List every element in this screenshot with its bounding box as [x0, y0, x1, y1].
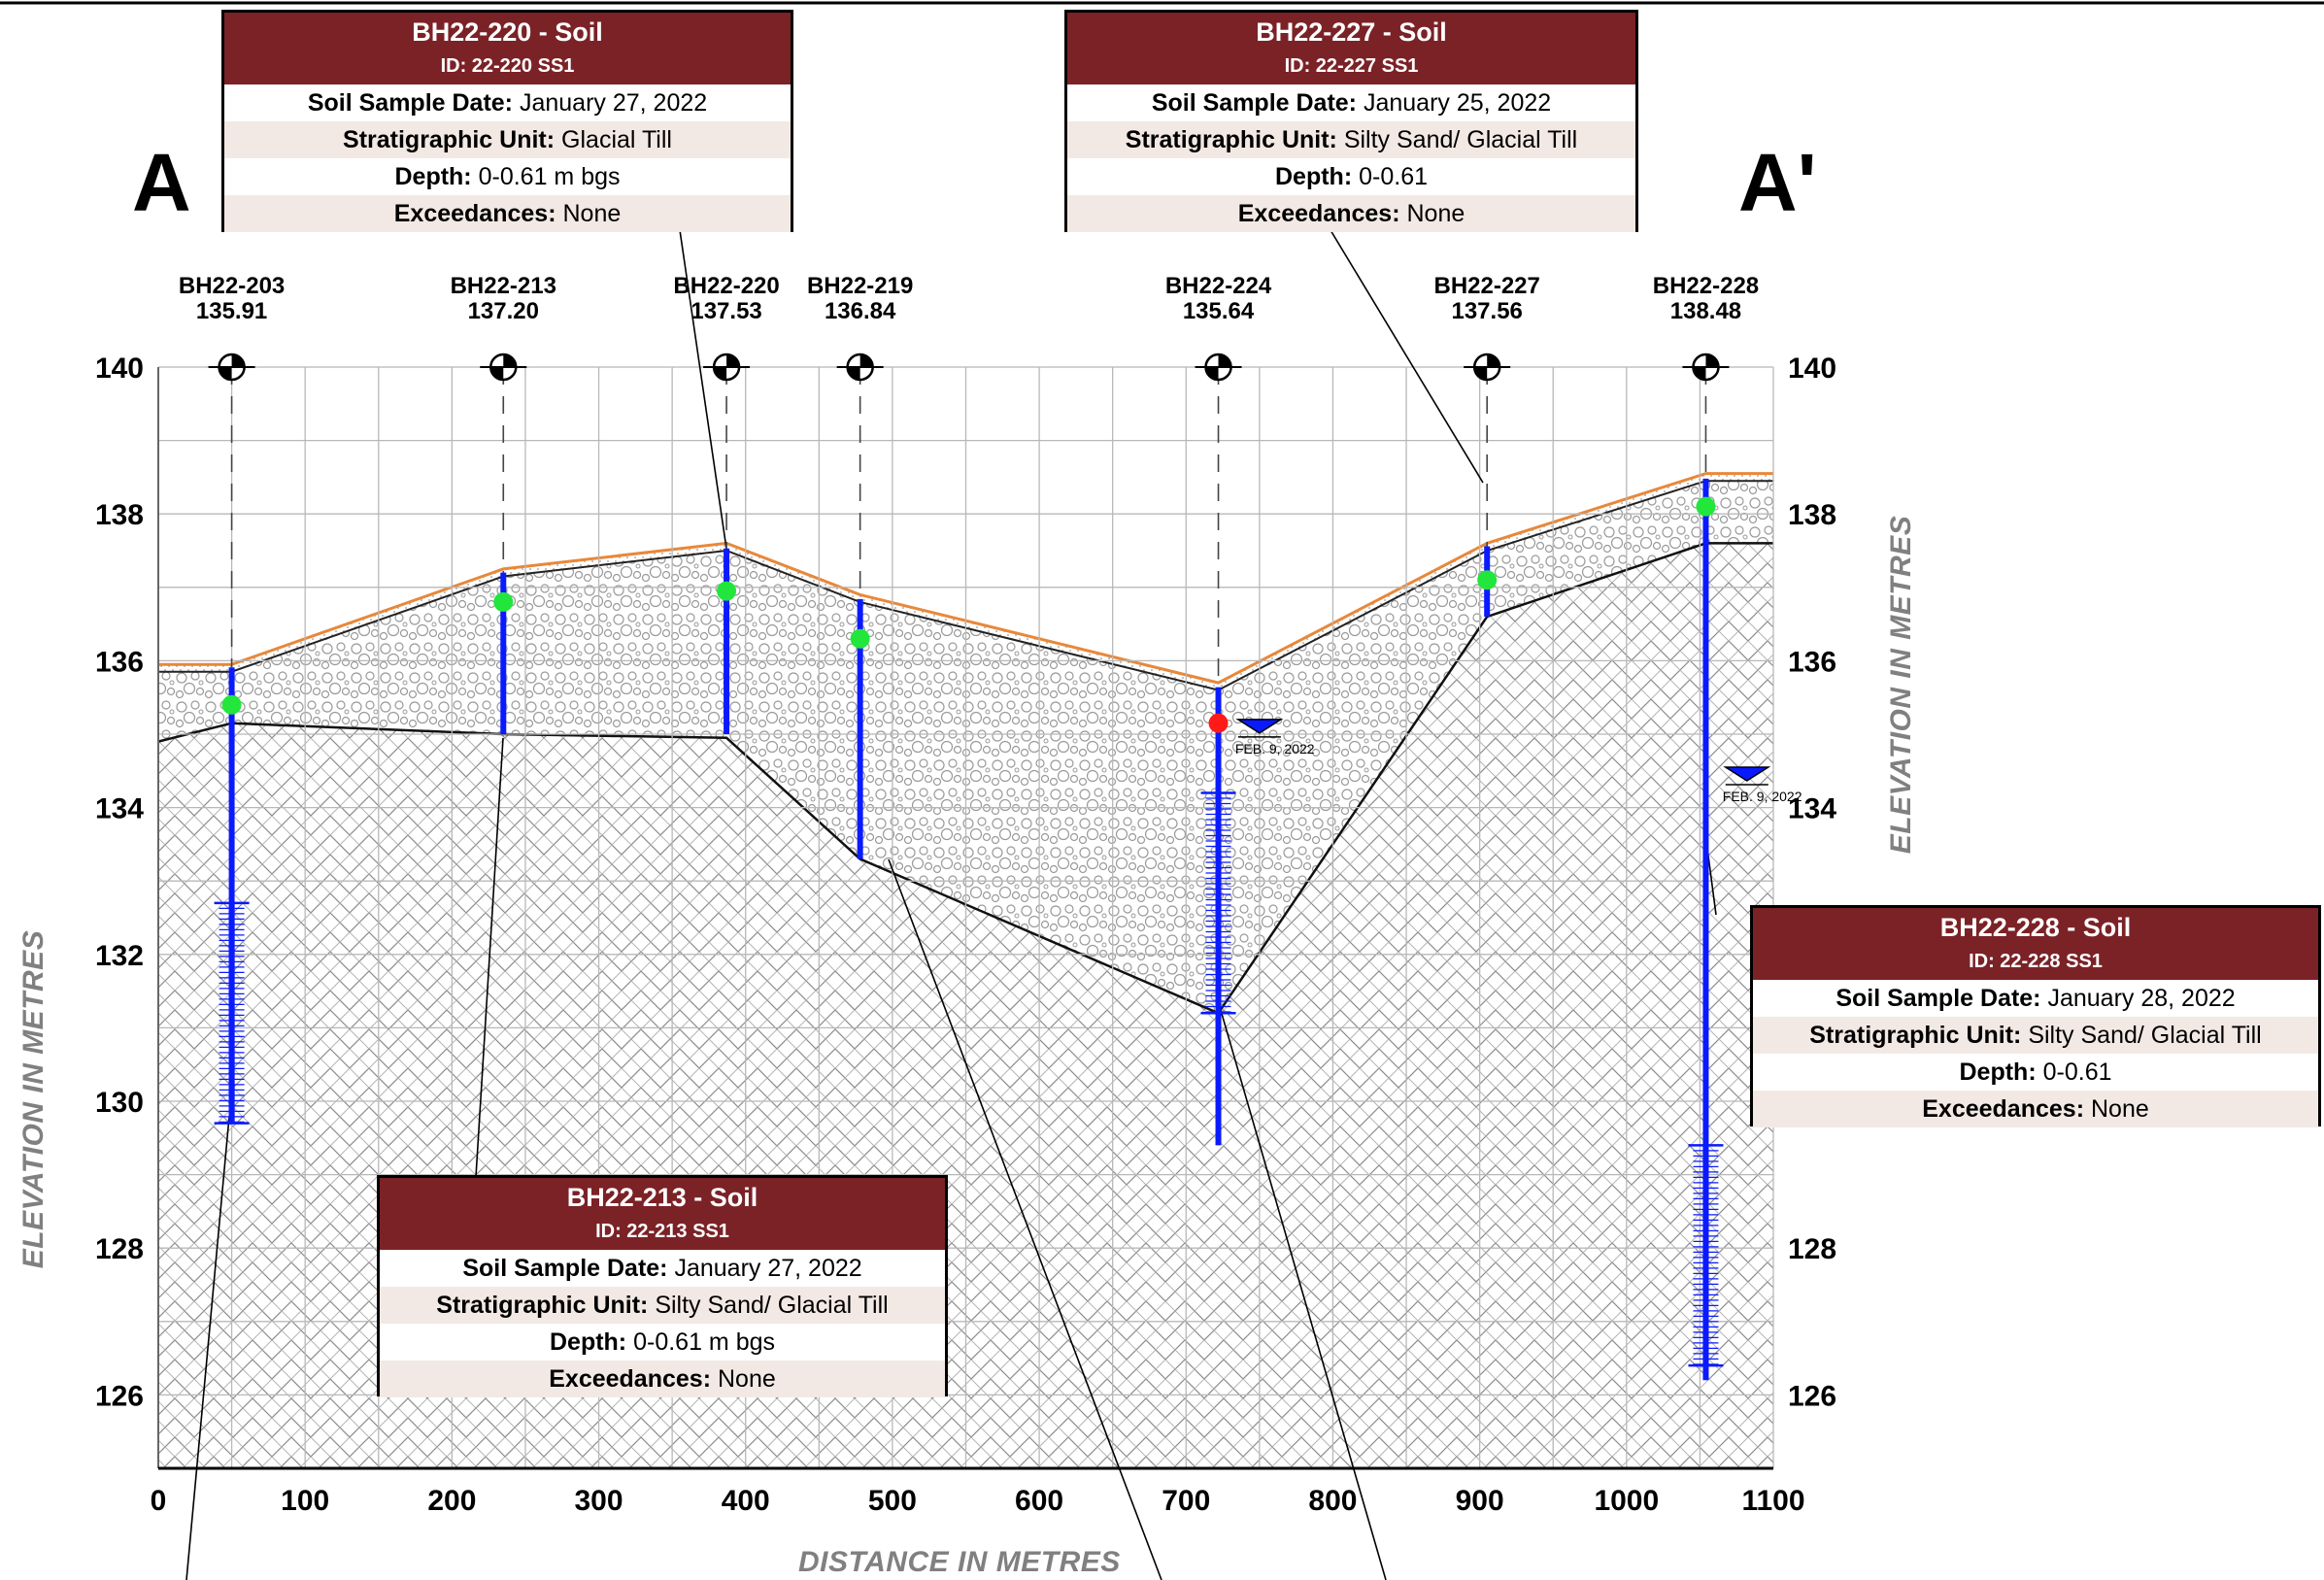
x-tick-label: 500: [868, 1485, 917, 1517]
y-tick-label-right: 138: [1788, 499, 1836, 531]
borehole-name: BH22-220: [673, 273, 779, 299]
callout-title: BH22-227 - Soil: [1256, 17, 1447, 47]
water-level-icon: [1723, 766, 1771, 782]
soil-sample-marker: [1208, 713, 1229, 733]
y-tick-label-left: 136: [95, 646, 144, 678]
water-level-icon: [1235, 719, 1284, 734]
borehole-name: BH22-213: [451, 273, 556, 299]
callout-unit-row: Stratigraphic Unit: Silty Sand/ Glacial …: [1067, 121, 1635, 158]
boreholes: BH22-203135.91BH22-213137.20BH22-220137.…: [179, 273, 1802, 1381]
leader-line: [679, 229, 727, 550]
x-tick-label: 1000: [1594, 1485, 1659, 1517]
callout-depth-row: Depth: 0-0.61 m bgs: [549, 1328, 776, 1356]
borehole-name: BH22-203: [179, 273, 285, 299]
borehole-elevation: 137.56: [1451, 298, 1522, 324]
y-tick-label-left: 140: [95, 353, 144, 385]
borehole-elevation: 137.20: [468, 298, 539, 324]
x-tick-label: 900: [1456, 1485, 1504, 1517]
x-tick-label: 0: [151, 1485, 167, 1517]
callout-unit-row: Stratigraphic Unit: Silty Sand/ Glacial …: [1753, 1017, 2318, 1054]
y-tick-label-left: 138: [95, 499, 144, 531]
callout-depth-row: Depth: 0-0.61: [1275, 163, 1428, 190]
y-tick-label-left: 128: [95, 1233, 144, 1265]
x-tick-label: 400: [722, 1485, 770, 1517]
callout-date-row: Soil Sample Date: January 27, 2022: [307, 89, 708, 117]
borehole-elevation: 137.53: [690, 298, 761, 324]
callout-id: ID: 22-213 SS1: [595, 1221, 729, 1242]
callout-exceedances-row: Exceedances: None: [224, 195, 791, 232]
soil-sample-marker: [717, 581, 737, 601]
borehole-elevation: 135.64: [1183, 298, 1255, 324]
callout-depth-row: Depth: 0-0.61: [1959, 1059, 2112, 1086]
silty-sand-layer: [158, 473, 1773, 690]
section-label-start: A: [132, 137, 191, 228]
soil-sample-marker: [221, 694, 242, 715]
callout-bh22-227: BH22-227 - Soil ID: 22-227 SS1 Soil Sampl…: [1064, 10, 1638, 232]
x-axis-title: DISTANCE IN METRES: [798, 1546, 1121, 1578]
leader-line: [185, 1116, 230, 1580]
water-level-date: FEB. 9, 2022: [1235, 741, 1315, 756]
callout-title: BH22-228 - Soil: [1939, 913, 2132, 942]
y-tick-label-right: 126: [1788, 1380, 1836, 1412]
callout-bh22-213: BH22-213 - Soil ID: 22-213 SS1 Soil Sampl…: [377, 1175, 948, 1397]
soil-sample-marker: [1696, 496, 1716, 517]
callout-bh22-220: BH22-220 - Soil ID: 22-220 SS1 Soil Sampl…: [221, 10, 793, 232]
callout-date-row: Soil Sample Date: January 25, 2022: [1151, 89, 1552, 117]
x-tick-label: 700: [1162, 1485, 1210, 1517]
callout-id: ID: 22-228 SS1: [1969, 951, 2103, 972]
y-tick-label-left: 132: [95, 940, 144, 972]
y-tick-label-left: 126: [95, 1380, 144, 1412]
callout-unit-row: Stratigraphic Unit: Silty Sand/ Glacial …: [380, 1287, 945, 1324]
callout-id: ID: 22-227 SS1: [1284, 55, 1419, 77]
y-tick-label-left: 130: [95, 1087, 144, 1119]
y-tick-label-right: 140: [1788, 353, 1836, 385]
callout-depth-row: Depth: 0-0.61 m bgs: [394, 163, 621, 190]
callout-title: BH22-213 - Soil: [566, 1183, 758, 1212]
callout-id: ID: 22-220 SS1: [440, 55, 575, 77]
borehole-name: BH22-227: [1433, 273, 1539, 299]
callout-date-row: Soil Sample Date: January 27, 2022: [462, 1255, 862, 1282]
leader-line: [1330, 229, 1484, 484]
callout-exceedances-row: Exceedances: None: [1067, 195, 1635, 232]
x-tick-label: 300: [575, 1485, 623, 1517]
x-tick-label: 600: [1015, 1485, 1063, 1517]
water-level-date: FEB. 9, 2022: [1723, 789, 1802, 804]
callout-date-row: Soil Sample Date: January 28, 2022: [1836, 985, 2236, 1012]
soil-sample-marker: [850, 628, 870, 649]
y-tick-label-right: 128: [1788, 1233, 1836, 1265]
borehole-name: BH22-228: [1653, 273, 1759, 299]
borehole-name: BH22-219: [807, 273, 913, 299]
callout-unit-row: Stratigraphic Unit: Glacial Till: [224, 121, 791, 158]
x-tick-label: 100: [281, 1485, 329, 1517]
callout-bh22-228: BH22-228 - Soil ID: 22-228 SS1 Soil Sampl…: [1750, 905, 2321, 1127]
x-tick-label: 800: [1308, 1485, 1357, 1517]
y-axis-title-left: ELEVATION IN METRES: [17, 929, 50, 1269]
callout-title: BH22-220 - Soil: [412, 17, 603, 47]
y-tick-label-right: 134: [1788, 793, 1836, 825]
ground-surface-line: [158, 472, 1773, 685]
y-tick-label-right: 136: [1788, 646, 1836, 678]
borehole-elevation: 135.91: [196, 298, 267, 324]
leader-line: [1217, 999, 1387, 1580]
leader-line: [475, 737, 504, 1178]
section-label-end: A': [1738, 137, 1817, 228]
soil-sample-marker: [493, 591, 514, 612]
borehole-name: BH22-224: [1165, 273, 1272, 299]
callout-exceedances-row: Exceedances: None: [380, 1361, 945, 1397]
y-axis-title-right: ELEVATION IN METRES: [1885, 515, 1917, 855]
callout-exceedances-row: Exceedances: None: [1753, 1091, 2318, 1127]
x-tick-label: 1100: [1741, 1485, 1804, 1517]
y-tick-label-left: 134: [95, 793, 144, 825]
x-tick-label: 200: [427, 1485, 476, 1517]
leader-line: [888, 858, 1162, 1580]
soil-sample-marker: [1477, 570, 1498, 590]
borehole-elevation: 138.48: [1670, 298, 1741, 324]
borehole-elevation: 136.84: [825, 298, 896, 324]
